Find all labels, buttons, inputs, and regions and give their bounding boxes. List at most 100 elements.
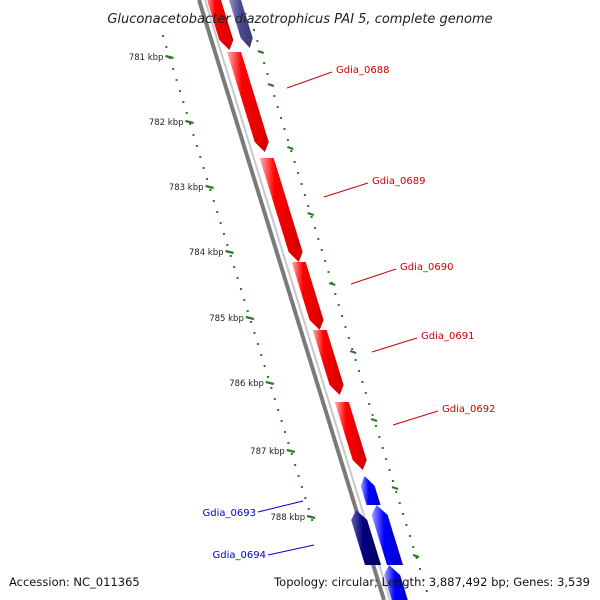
map-title: Gluconacetobacter diazotrophicus PAI 5, … — [107, 12, 492, 27]
tick-dot — [381, 447, 384, 449]
topology-summary-text: Topology: circular; Length: 3,887,492 bp… — [273, 575, 590, 589]
gene-labels: Gdia_0688 Gdia_0689 Gdia_0690 Gdia_0691 Gdia… — [203, 65, 496, 561]
tick-dot — [422, 579, 425, 581]
tick-dot — [239, 288, 242, 290]
tick-dot — [283, 431, 286, 433]
tick-dot — [297, 172, 300, 174]
tick-dot — [175, 79, 178, 81]
tick-dot — [304, 497, 307, 499]
tick-dot — [185, 112, 188, 114]
accession-text: Accession: NC_011365 — [9, 575, 140, 589]
tick-dot — [273, 398, 276, 400]
tick-mark — [205, 184, 214, 190]
gene-arrow-gdia-0691 — [312, 330, 344, 395]
tick-dot — [182, 101, 185, 103]
tick-dot — [178, 90, 181, 92]
tick-dot — [250, 321, 253, 323]
tick-dot — [280, 420, 283, 422]
tick-dot — [324, 260, 327, 262]
tick-dot — [419, 568, 422, 570]
gene-label: Gdia_0691 — [421, 331, 474, 342]
tick-dot — [165, 46, 168, 48]
inner-tick-dotted-line — [162, 35, 314, 521]
tick-dot — [311, 519, 314, 521]
tick-dot — [256, 40, 259, 42]
tick-dot — [313, 227, 316, 229]
tick-dot — [229, 255, 232, 257]
label-leader-line — [350, 268, 397, 285]
tick-mark — [306, 514, 316, 520]
tick-dot — [364, 392, 367, 394]
tick-dot — [297, 475, 300, 477]
gene-arrow-gdia-0694 — [351, 510, 382, 565]
tick-dot — [402, 513, 405, 515]
outer-tick-mark — [267, 82, 275, 88]
tick-dot — [172, 68, 175, 70]
tick-dot — [253, 29, 255, 31]
tick-dot — [189, 123, 192, 125]
gene-arrow-gdia-0689 — [259, 158, 303, 262]
tick-dot — [425, 590, 428, 592]
tick-dot — [351, 348, 354, 350]
tick-mark — [165, 54, 174, 60]
tick-dot — [280, 117, 283, 119]
tick-label: 787 kbp — [250, 447, 285, 457]
tick-dot — [368, 403, 371, 405]
label-leader-line — [392, 410, 439, 426]
tick-label: 786 kbp — [229, 379, 264, 389]
tick-dot — [256, 343, 259, 345]
tick-dot — [267, 376, 270, 378]
tick-dot — [222, 233, 225, 235]
tick-label: 782 kbp — [149, 118, 184, 128]
gene-label: Gdia_0689 — [372, 176, 425, 187]
tick-dot — [277, 409, 280, 411]
tick-dot — [199, 156, 202, 158]
tick-dot — [263, 62, 266, 64]
tick-dot — [347, 337, 350, 339]
tick-dot — [216, 211, 219, 213]
tick-dot — [162, 35, 164, 37]
outer-tick-mark — [391, 485, 399, 491]
tick-dot — [415, 557, 418, 559]
tick-dot — [195, 145, 198, 147]
tick-dot — [212, 200, 215, 202]
tick-dot — [374, 425, 377, 427]
tick-dot — [192, 134, 195, 136]
label-leader-line — [323, 182, 369, 198]
tick-mark — [225, 249, 234, 255]
tick-dot — [209, 189, 212, 191]
outer-tick-mark — [349, 349, 357, 355]
outer-tick-mark — [328, 281, 336, 287]
backbone-line-dark — [197, 0, 386, 600]
tick-dot — [276, 106, 279, 108]
tick-mark — [185, 119, 194, 125]
tick-dot — [337, 304, 340, 306]
tick-dot — [263, 365, 266, 367]
tick-dot — [294, 464, 297, 466]
tick-label: 785 kbp — [209, 314, 244, 324]
gene-label: Gdia_0690 — [400, 262, 453, 273]
tick-dot — [300, 486, 303, 488]
label-leader-line — [371, 337, 418, 353]
tick-dot — [378, 436, 381, 438]
tick-dot — [219, 222, 222, 224]
gene-arrow-gdia-0692 — [334, 402, 367, 470]
tick-dot — [358, 370, 361, 372]
tick-dot — [270, 387, 273, 389]
tick-dot — [371, 414, 374, 416]
tick-mark — [286, 448, 296, 454]
tick-label: 783 kbp — [169, 183, 204, 193]
tick-dot — [226, 244, 229, 246]
tick-dot — [236, 277, 239, 279]
tick-dot — [303, 194, 306, 196]
tick-dot — [260, 354, 263, 356]
tick-dot — [253, 332, 256, 334]
tick-dot — [354, 359, 357, 361]
backbone-line-light — [204, 0, 391, 600]
tick-dot — [233, 266, 236, 268]
tick-dot — [388, 469, 391, 471]
tick-dot — [361, 381, 364, 383]
tick-dot — [202, 167, 205, 169]
tick-dot — [286, 139, 289, 141]
